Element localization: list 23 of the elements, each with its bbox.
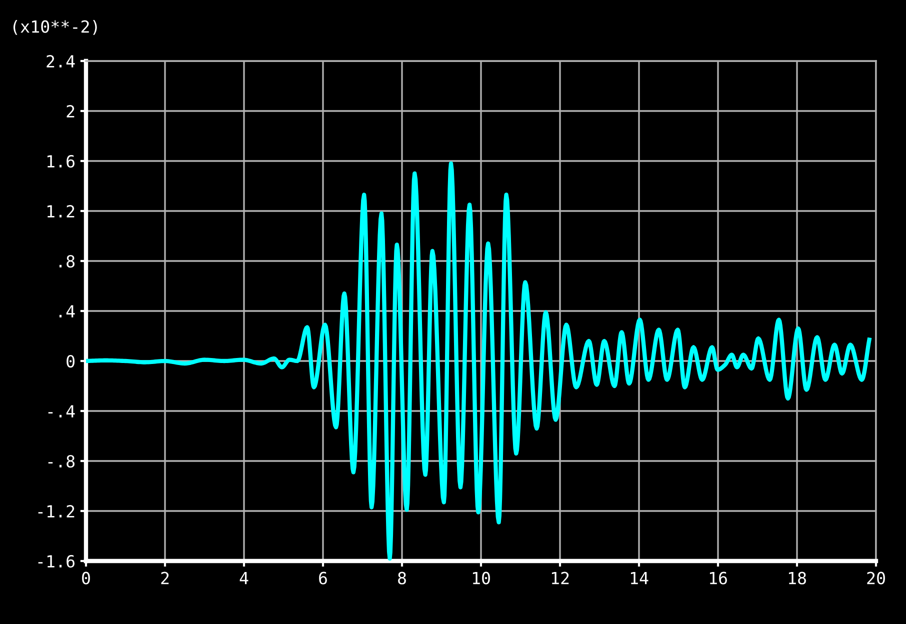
y-tick-label: 2.4	[46, 55, 75, 68]
y-tick-label: 1.6	[47, 155, 75, 168]
y-tick-label: 0	[66, 355, 75, 368]
y-axis-title: (x10**-2)	[13, 20, 97, 35]
x-tick-label: 6	[319, 572, 327, 584]
x-tick-label: 20	[867, 572, 885, 584]
x-tick-label: 10	[472, 572, 490, 584]
y-tick-label: .4	[59, 305, 75, 318]
y-tick-label: .8	[59, 255, 75, 268]
y-tick-label: 1.2	[47, 205, 74, 218]
x-tick-label: 12	[552, 572, 569, 584]
x-tick-label: 16	[710, 572, 727, 584]
y-tick-label: -1.2	[38, 505, 74, 518]
x-tick-label: 8	[398, 572, 406, 584]
x-tick-label: 18	[788, 572, 806, 584]
y-tick-label: -.8	[48, 455, 75, 468]
x-tick-label: 14	[630, 572, 648, 584]
y-tick-label: 2	[66, 105, 74, 118]
y-tick-label: -1.6	[38, 555, 75, 568]
y-tick-label: -.4	[48, 405, 75, 418]
x-tick-label: 0	[82, 572, 90, 584]
x-tick-label: 2	[161, 572, 169, 584]
x-tick-label: 4	[240, 572, 248, 584]
